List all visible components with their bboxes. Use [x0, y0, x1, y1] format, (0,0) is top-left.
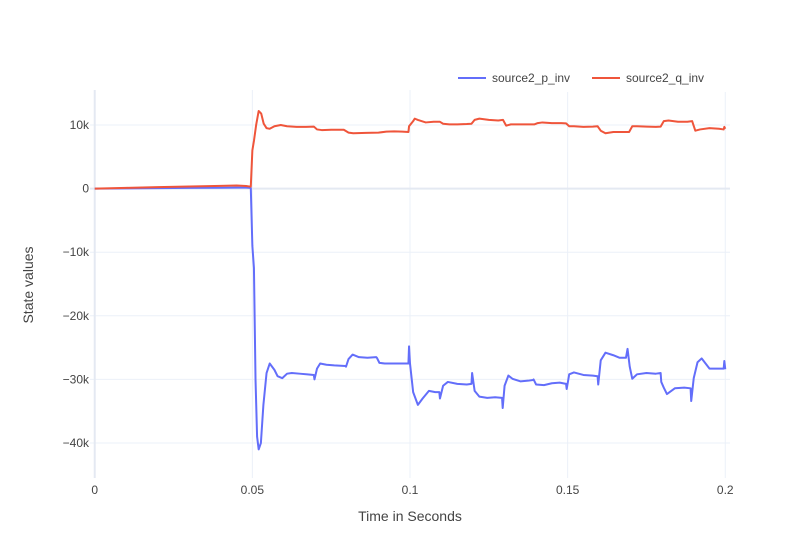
y-tick-label: −30k	[63, 372, 90, 386]
legend-background	[452, 65, 728, 92]
x-tick-label: 0	[91, 483, 98, 497]
x-axis-title: Time in Seconds	[358, 508, 462, 524]
series-line-source2_q_inv	[94, 109, 727, 190]
legend-item-source2_p_inv[interactable]: source2_p_inv	[458, 71, 570, 85]
legend[interactable]: source2_p_inv source2_q_inv	[452, 65, 728, 92]
y-tick-label: 10k	[70, 118, 90, 132]
series-line-source2_p_inv	[94, 186, 727, 451]
y-tick-label: −20k	[63, 309, 90, 323]
series-lines	[94, 109, 727, 451]
x-tick-label: 0.1	[402, 483, 419, 497]
grid-lines	[90, 90, 730, 478]
legend-label: source2_q_inv	[626, 71, 704, 85]
x-tick-label: 0.05	[241, 483, 265, 497]
y-tick-label: −10k	[63, 245, 90, 259]
y-tick-label: 0	[82, 182, 89, 196]
y-axis-ticks: 10k 0 −10k −20k −30k −40k	[63, 118, 90, 450]
x-tick-label: 0.2	[717, 483, 734, 497]
x-axis-ticks: 0 0.05 0.1 0.15 0.2	[91, 483, 734, 497]
x-tick-label: 0.15	[556, 483, 580, 497]
legend-label: source2_p_inv	[492, 71, 570, 85]
y-axis-title: State values	[20, 246, 36, 323]
legend-item-source2_q_inv[interactable]: source2_q_inv	[592, 71, 704, 85]
y-tick-label: −40k	[63, 436, 90, 450]
